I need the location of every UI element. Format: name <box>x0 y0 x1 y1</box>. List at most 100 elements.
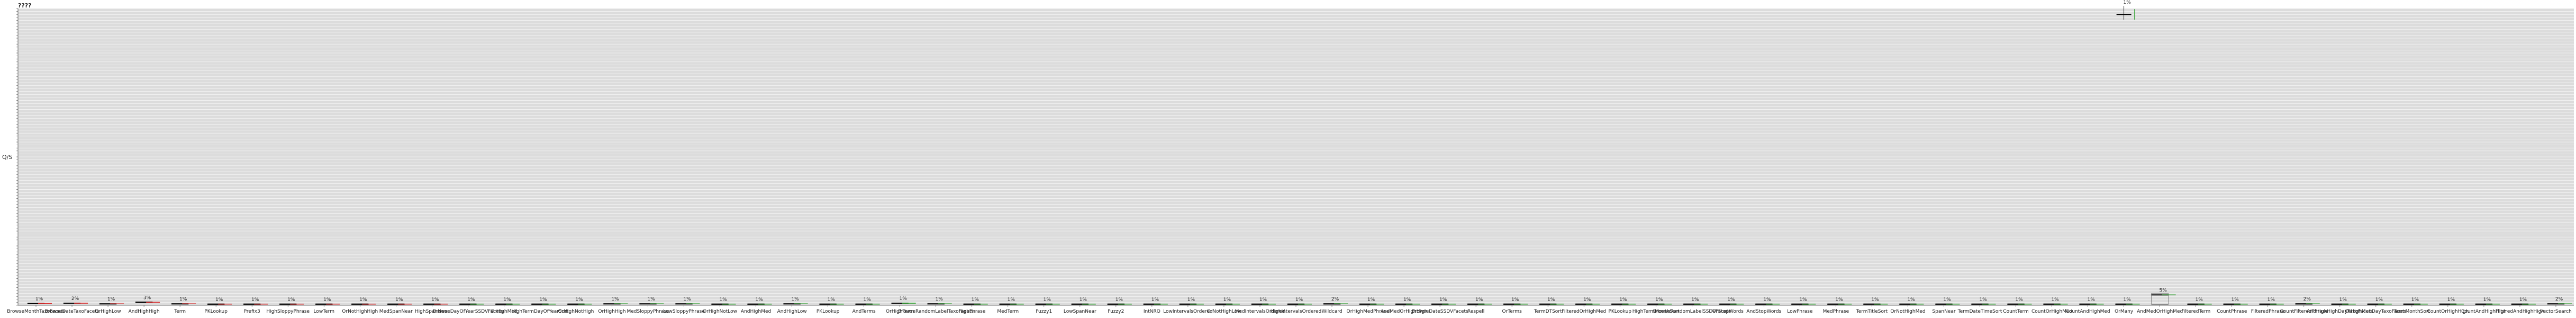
percent-label: 1% <box>1979 297 1987 303</box>
y-axis-label: Q/S <box>2 154 12 161</box>
x-tick-label: IntNRQ <box>1144 309 1160 314</box>
percent-label: 1% <box>431 297 439 303</box>
x-tick-label: LowPhrase <box>1787 309 1813 314</box>
percent-label: 1% <box>575 297 583 303</box>
x-tick-label: HighTermMonthSort <box>1632 309 1680 314</box>
x-tick-label: BrowseRandomLabelSSDVFacets <box>1653 309 1731 314</box>
percent-label: 1% <box>2196 297 2203 303</box>
x-tick-label: OrHighLow <box>95 309 121 314</box>
percent-label: 1% <box>972 297 979 303</box>
percent-label: 1% <box>2232 297 2239 303</box>
percent-label: 1% <box>1223 297 1231 303</box>
x-tick-label: AndStopWords <box>1746 309 1781 314</box>
x-tick-label: CountOrHighMed <box>2031 309 2072 314</box>
percent-label: 2% <box>71 296 79 302</box>
x-tick-label: OrNotHighMed <box>1890 309 1925 314</box>
x-tick-label: AndMedOrHighHigh <box>1381 309 1428 314</box>
percent-label: 1% <box>395 297 403 303</box>
x-tick-label: CountFilteredPhrase <box>2280 309 2328 314</box>
percent-label: 1% <box>1187 297 1195 303</box>
percent-label: 1% <box>1655 297 1663 303</box>
x-tick-label: AndHighLow <box>777 309 807 314</box>
percent-label: 1% <box>1907 297 1915 303</box>
percent-label: 1% <box>2051 297 2059 303</box>
x-tick-label: HighIntervalsOrdered <box>1271 309 1321 314</box>
x-tick-label: FilteredPhrase <box>2251 309 2285 314</box>
percent-label: 1% <box>2519 297 2527 303</box>
percent-label: 1% <box>2483 297 2491 303</box>
x-tick-label: FilteredAndHighHigh <box>2496 309 2544 314</box>
percent-label: 1% <box>1871 297 1879 303</box>
percent-label: 1% <box>2339 297 2347 303</box>
x-tick-label: Fuzzy2 <box>1108 309 1124 314</box>
percent-label: 1% <box>35 297 43 302</box>
x-tick-label: PKLookup <box>817 309 840 314</box>
x-tick-label: HighPhrase <box>958 309 986 314</box>
x-tick-label: AndHighHigh <box>129 309 160 314</box>
percent-label: 1% <box>647 297 655 302</box>
x-tick-label: OrHighTerm <box>886 309 914 314</box>
x-tick-label: Fuzzy1 <box>1036 309 1052 314</box>
percent-label: 1% <box>2015 297 2023 303</box>
percent-label: 1% <box>827 297 835 303</box>
percent-label: 1% <box>864 297 872 303</box>
x-tick-label: LowSpanNear <box>1064 309 1096 314</box>
x-tick-label: CountPhrase <box>2217 309 2247 314</box>
x-tick-label: OrHighMedDayTaxoFacets <box>2345 309 2407 314</box>
x-tick-label: BrowseDateSSDVFacets <box>1412 309 1469 314</box>
x-tick-label: PKLookup <box>1608 309 1631 314</box>
x-tick-label: OrNotHighHigh <box>342 309 378 314</box>
x-tick-label: OrTerms <box>1502 309 1522 314</box>
percent-label: 1% <box>1799 297 1807 303</box>
percent-label: 1% <box>1475 297 1483 303</box>
x-tick-label: CountAndHighMed <box>2066 309 2110 314</box>
percent-label: 1% <box>900 296 908 302</box>
x-tick-label: AndTerms <box>852 309 876 314</box>
x-tick-label: OrHighNotLow <box>703 309 737 314</box>
x-tick-label: CountOrHighHigh <box>2427 309 2469 314</box>
percent-label: 1% <box>1763 297 1771 303</box>
percent-label: 1% <box>683 297 691 302</box>
percent-label: 1% <box>1583 297 1591 303</box>
x-tick-label: CountTerm <box>2003 309 2029 314</box>
percent-label: 1% <box>467 297 475 303</box>
percent-label: 1% <box>179 297 187 302</box>
x-tick-label: HighSpanNear <box>415 309 449 314</box>
percent-label: 1% <box>323 297 331 303</box>
x-tick-label: TermMonthSort <box>2393 309 2430 314</box>
percent-label: 1% <box>107 297 115 302</box>
percent-label: 1% <box>1619 297 1627 303</box>
percent-label: 1% <box>251 297 259 303</box>
x-tick-label: MedIntervalsOrdered <box>1235 309 1285 314</box>
percent-label: 1% <box>936 297 944 302</box>
x-tick-label: OrNotHighLow <box>1207 309 1241 314</box>
x-tick-label: SpanNear <box>1932 309 1955 314</box>
x-tick-label: TermTitleSort <box>1856 309 1888 314</box>
x-tick-label: Wildcard <box>1321 309 1342 314</box>
percent-label: 1% <box>1259 297 1267 303</box>
x-tick-label: LowSloppyPhrase <box>663 309 705 314</box>
box <box>2151 293 2169 305</box>
percent-label: 1% <box>1691 297 1699 303</box>
percent-label: 1% <box>791 297 799 302</box>
percent-label: 1% <box>2087 297 2095 303</box>
x-tick-label: AndMedOrHighMed <box>2137 309 2183 314</box>
percent-label: 1% <box>1008 297 1015 303</box>
x-tick-label: MedSpanNear <box>379 309 413 314</box>
percent-label: 1% <box>755 297 763 303</box>
percent-label: 1% <box>2411 297 2419 303</box>
percent-label: 5% <box>2160 288 2167 293</box>
x-tick-label: OrHighHigh <box>598 309 625 314</box>
percent-label: 1% <box>1080 297 1087 303</box>
x-tick-label: OrHighNotHigh <box>558 309 594 314</box>
x-tick-label: FilteredTerm <box>2181 309 2210 314</box>
percent-label: 1% <box>503 297 511 303</box>
x-tick-label: BrowseMonthTaxoFacets <box>7 309 65 314</box>
percent-label: 1% <box>215 297 223 303</box>
x-tick-label: CountAndHighHigh <box>2461 309 2507 314</box>
percent-label: 2% <box>1331 297 1339 302</box>
x-tick-label: BrowseRandomLabelTaxoFacets <box>898 309 974 314</box>
percent-label: 1% <box>1727 297 1735 303</box>
percent-label: 1% <box>1367 297 1375 303</box>
